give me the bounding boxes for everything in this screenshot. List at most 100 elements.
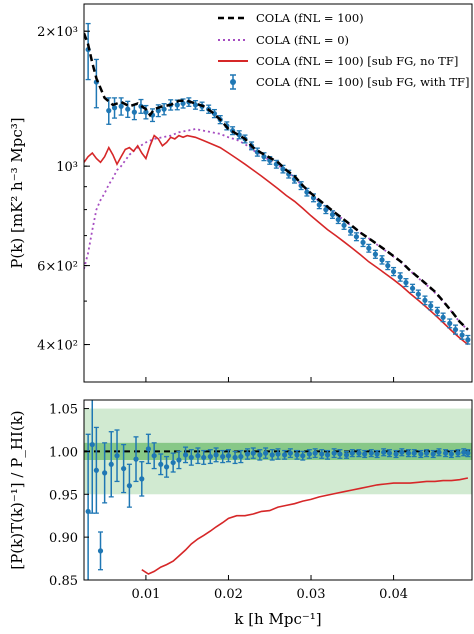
ratio-sub-fg-with-tf-point — [97, 531, 104, 571]
ratio-sub-fg-with-tf-point — [294, 449, 300, 460]
series-sub-fg-with-tf-point — [403, 278, 409, 288]
ratio-sub-fg-with-tf-point — [381, 448, 387, 457]
ratio-sub-fg-with-tf-point — [108, 431, 114, 498]
ratio-sub-fg-with-tf-point — [319, 449, 325, 459]
ratio-sub-fg-with-tf-point — [207, 449, 213, 465]
series-sub-fg-with-tf-point — [459, 330, 465, 340]
ratio-sub-fg-with-tf-point — [455, 449, 461, 458]
bottom-y-tick-label: 1.00 — [49, 445, 78, 460]
ratio-sub-fg-with-tf-point — [158, 453, 164, 476]
ratio-sub-fg-with-tf-point — [257, 449, 263, 461]
bottom-x-tick-label: 0.04 — [379, 587, 408, 602]
bottom-x-tick-label: 0.01 — [131, 587, 160, 602]
bottom-series-group — [84, 400, 472, 580]
bottom-y-tick-label: 0.95 — [49, 488, 78, 503]
ratio-sub-fg-with-tf-point — [114, 429, 120, 483]
series-sub-fg-with-tf-point — [286, 169, 292, 179]
series-sub-fg-with-tf-point — [422, 295, 428, 306]
ratio-sub-fg-with-tf-point — [225, 449, 232, 463]
ratio-sub-fg-with-tf-point — [238, 449, 244, 464]
ratio-sub-fg-with-tf-point — [145, 433, 151, 465]
series-sub-fg-with-tf-point — [440, 312, 446, 323]
bottom-x-tick-label: 0.02 — [214, 587, 243, 602]
bottom-x-tick-label: 0.03 — [297, 587, 326, 602]
series-sub-fg-with-tf-point — [452, 324, 459, 335]
series-sub-fg-with-tf-point — [353, 232, 360, 242]
ratio-sub-fg-with-tf-point — [170, 452, 176, 473]
top-series-group — [84, 22, 471, 346]
series-cola-fnl100-line — [84, 32, 469, 331]
series-sub-fg-with-tf-point — [434, 306, 440, 317]
ratio-sub-fg-with-tf-point — [201, 449, 207, 465]
ratio-sub-fg-with-tf-point — [126, 463, 133, 508]
ratio-sub-fg-with-tf-point — [188, 449, 194, 466]
bottom-panel: 1.05 1.00 0.95 0.90 0.85 0.01 0.02 0.03 0.04 [P… — [8, 399, 473, 628]
series-sub-fg-with-tf-point — [131, 104, 137, 121]
series-sub-fg-with-tf-point — [143, 104, 149, 120]
legend-label-cola-fnl0: COLA (fNL = 0) — [256, 33, 349, 47]
ratio-sub-fg-with-tf-point — [282, 449, 288, 460]
top-plot-frame — [83, 3, 473, 383]
top-y-tick-label: 6×10² — [37, 260, 78, 275]
series-sub-fg-with-tf-point — [348, 226, 354, 236]
series-sub-fg-with-tf-point — [180, 98, 186, 109]
ratio-sub-fg-with-tf-point — [461, 448, 467, 457]
ratio-sub-fg-no-tf-line — [141, 477, 469, 575]
bottom-y-tick-label: 0.90 — [49, 531, 78, 546]
ratio-sub-fg-with-tf-point — [337, 449, 343, 459]
bottom-y-tick-label: 0.85 — [49, 574, 78, 589]
series-sub-fg-with-tf-point — [428, 301, 434, 311]
ratio-sub-fg-with-tf-point — [356, 449, 362, 458]
series-sub-fg-with-tf-point — [366, 243, 372, 253]
bottom-plot-frame — [83, 399, 473, 581]
ratio-sub-fg-with-tf-point — [442, 449, 449, 458]
ratio-sub-fg-with-tf-point — [300, 450, 306, 461]
ratio-sub-fg-with-tf-point — [418, 449, 424, 459]
ratio-sub-fg-with-tf-point — [250, 447, 256, 459]
ratio-sub-fg-with-tf-point — [324, 449, 331, 460]
ratio-sub-fg-with-tf-point — [343, 450, 350, 459]
top-y-axis-label: P(k) [mK² h⁻³ Mpc³] — [8, 117, 26, 268]
series-sub-fg-with-tf-point — [85, 22, 91, 81]
series-sub-fg-with-tf-point — [465, 334, 471, 345]
ratio-sub-fg-with-tf-point — [423, 449, 430, 458]
bottom-x-axis-label: k [h Mpc⁻¹] — [234, 610, 321, 628]
series-sub-fg-with-tf-point — [390, 266, 397, 277]
ratio-sub-fg-with-tf-point — [368, 449, 374, 458]
ratio-sub-fg-with-tf-point — [465, 449, 471, 458]
series-sub-fg-with-tf-point — [125, 100, 131, 118]
ratio-sub-fg-with-tf-point — [448, 449, 454, 459]
ratio-sub-fg-with-tf-point — [275, 448, 281, 460]
ratio-sub-fg-with-tf-point — [182, 446, 189, 464]
series-sub-fg-with-tf-point — [106, 97, 112, 125]
ratio-sub-fg-with-tf-point — [89, 400, 95, 514]
series-sub-fg-with-tf-point — [372, 249, 379, 259]
ratio-sub-fg-with-tf-point — [244, 448, 251, 460]
ratio-sub-fg-with-tf-point — [133, 436, 139, 483]
legend-swatch-sub-fg-with-tf — [230, 74, 236, 90]
ratio-sub-fg-with-tf-point — [411, 449, 417, 458]
ratio-sub-fg-with-tf-point — [163, 455, 170, 478]
ratio-sub-fg-with-tf-point — [151, 442, 157, 470]
ratio-sub-fg-with-tf-point — [85, 433, 91, 580]
ratio-sub-fg-with-tf-point — [374, 449, 380, 459]
ratio-sub-fg-with-tf-point — [306, 449, 312, 459]
series-cola-fnl0-line — [84, 128, 469, 331]
series-sub-fg-with-tf-point — [192, 100, 199, 110]
series-sub-fg-with-tf-point — [323, 205, 329, 215]
series-sub-fg-with-tf-point — [397, 272, 403, 282]
ratio-sub-fg-with-tf-point — [386, 449, 393, 458]
legend-label-sub-fg-with-tf: COLA (fNL = 100) [sub FG, with TF] — [256, 75, 470, 89]
legend: COLA (fNL = 100) COLA (fNL = 0) COLA (fN… — [218, 11, 470, 90]
series-sub-fg-with-tf-point — [329, 210, 336, 219]
ratio-sub-fg-with-tf-point — [220, 449, 226, 464]
ratio-sub-fg-with-tf-point — [287, 448, 293, 459]
ratio-sub-fg-with-tf-point — [399, 448, 405, 457]
series-sub-fg-with-tf-point — [161, 103, 167, 116]
ratio-sub-fg-with-tf-point — [93, 426, 99, 514]
top-y-tick-label: 4×10² — [37, 339, 78, 354]
series-sub-fg-with-tf-point — [409, 283, 416, 293]
ratio-sub-fg-with-tf-point — [121, 443, 127, 494]
ratio-sub-fg-with-tf-point — [213, 447, 219, 463]
ratio-sub-fg-with-tf-point — [139, 461, 145, 497]
